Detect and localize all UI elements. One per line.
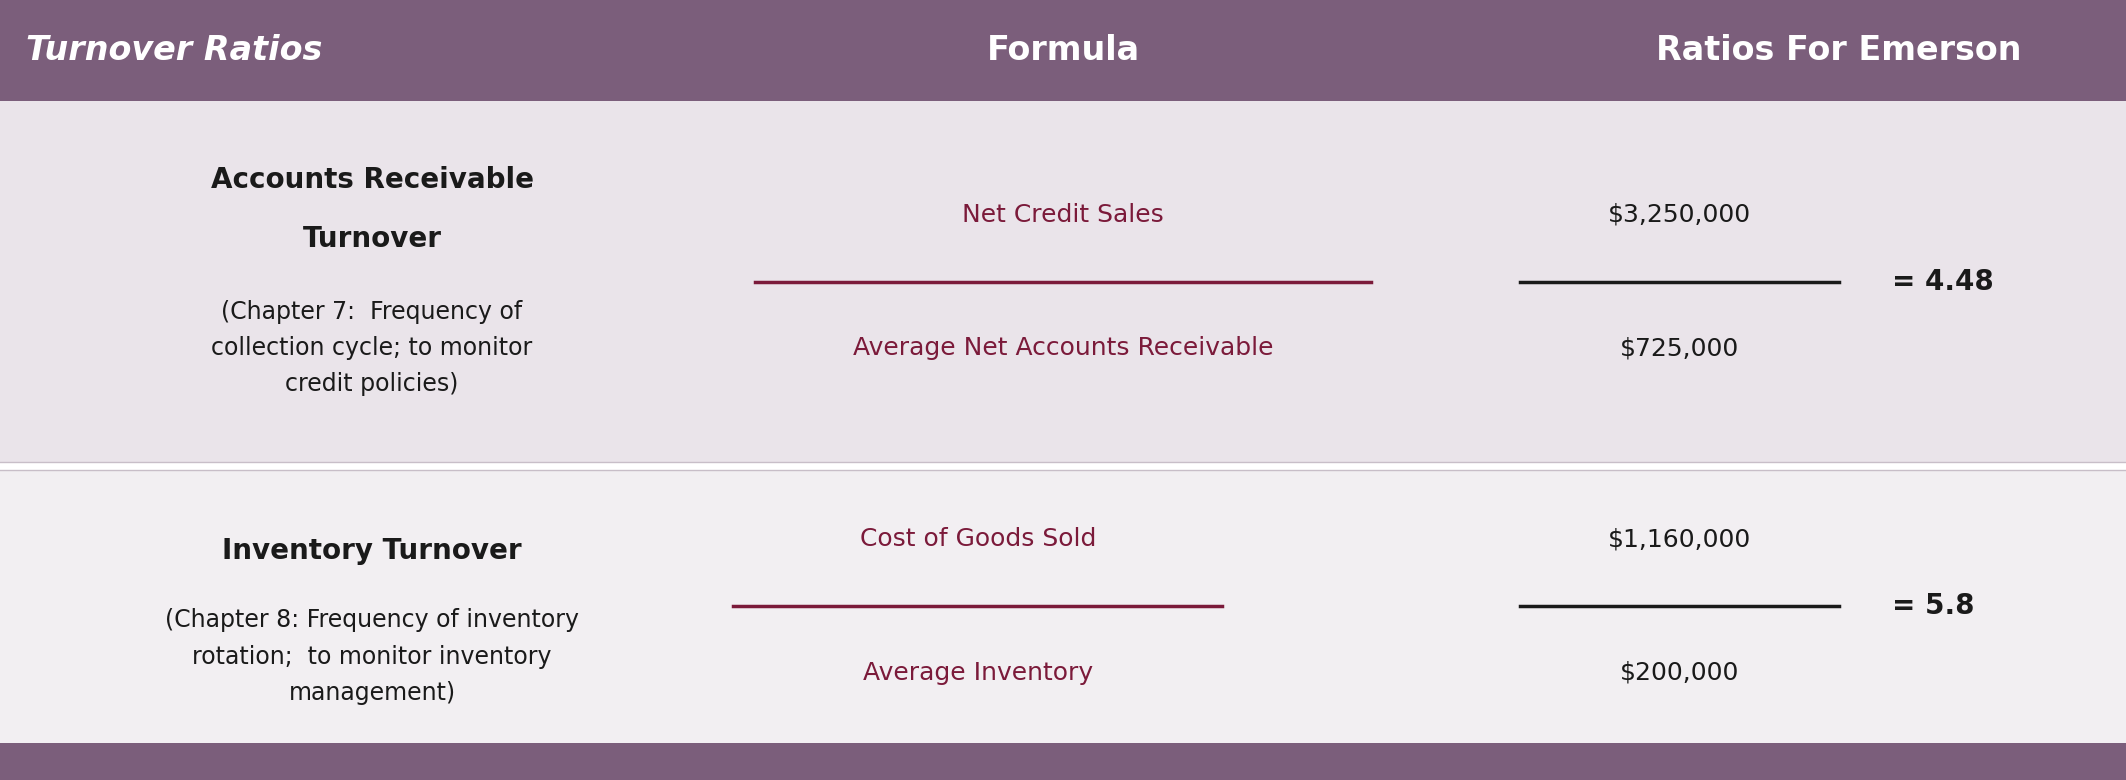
Text: Average Inventory: Average Inventory: [863, 661, 1093, 685]
Text: (Chapter 8: Frequency of inventory
rotation;  to monitor inventory
management): (Chapter 8: Frequency of inventory rotat…: [166, 608, 578, 705]
Text: Inventory Turnover: Inventory Turnover: [223, 537, 521, 566]
Text: = 4.48: = 4.48: [1892, 268, 1994, 296]
Text: $3,250,000: $3,250,000: [1607, 203, 1752, 227]
Text: $1,160,000: $1,160,000: [1607, 527, 1752, 551]
Text: (Chapter 7:  Frequency of
collection cycle; to monitor
credit policies): (Chapter 7: Frequency of collection cycl…: [210, 300, 534, 396]
Bar: [0, 101, 2126, 462]
Text: = 5.8: = 5.8: [1892, 592, 1975, 620]
Bar: [0, 470, 2126, 743]
Text: Ratios For Emerson: Ratios For Emerson: [1656, 34, 2022, 67]
Bar: [0, 0, 2126, 101]
Text: Net Credit Sales: Net Credit Sales: [963, 203, 1163, 227]
Text: Turnover: Turnover: [302, 225, 442, 253]
Text: $200,000: $200,000: [1620, 661, 1739, 685]
Text: Turnover Ratios: Turnover Ratios: [26, 34, 321, 67]
Bar: [0, 462, 2126, 470]
Text: Accounts Receivable: Accounts Receivable: [210, 166, 534, 194]
Bar: [0, 743, 2126, 780]
Text: $725,000: $725,000: [1620, 336, 1739, 360]
Text: Formula: Formula: [986, 34, 1140, 67]
Text: Average Net Accounts Receivable: Average Net Accounts Receivable: [853, 336, 1273, 360]
Text: Cost of Goods Sold: Cost of Goods Sold: [859, 527, 1097, 551]
